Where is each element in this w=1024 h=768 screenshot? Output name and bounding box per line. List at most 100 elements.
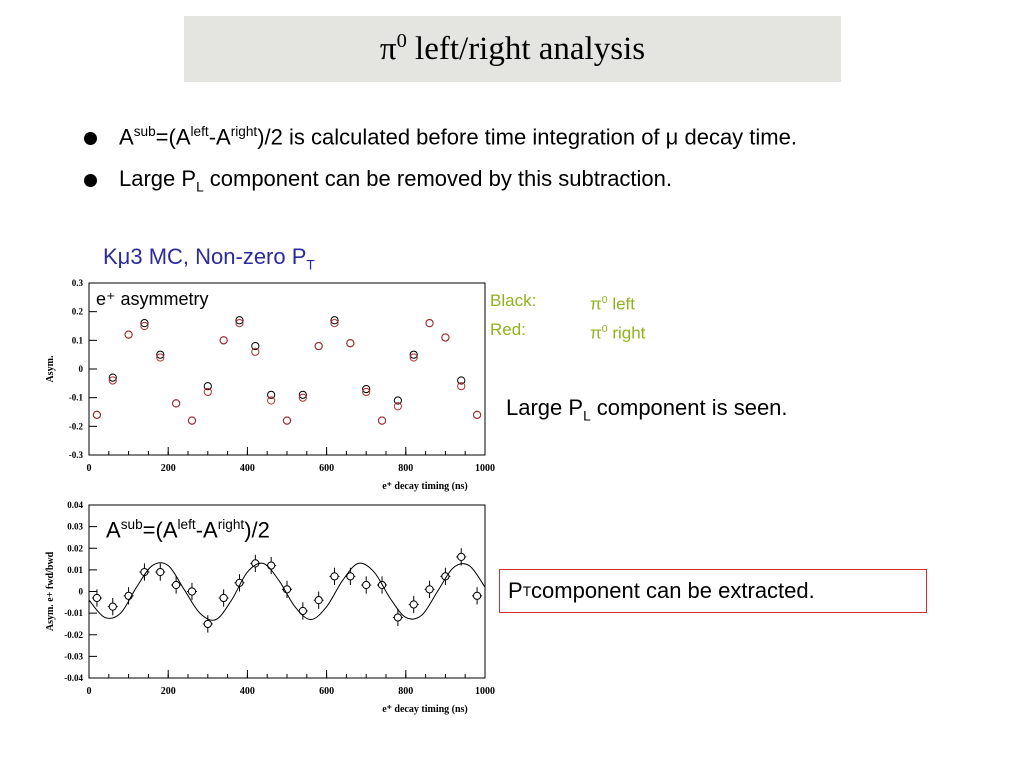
- chart1-ytick-label: -0.2: [69, 421, 84, 431]
- legend-entry-black: Black: π0 left: [490, 291, 635, 314]
- chart2-ytick-label: 0: [79, 587, 84, 597]
- chart1-point-0: [425, 319, 434, 328]
- chart1-point-1: [282, 416, 292, 425]
- chart1-point-0: [140, 319, 149, 328]
- chart1-ytick-label: -0.3: [69, 450, 84, 460]
- note-pl-seen: Large PL component is seen.: [506, 395, 788, 424]
- chart2-ylabel: Asym. e+ fwd/bwd: [45, 551, 56, 631]
- chart1-annotation: e⁺ asymmetry: [96, 289, 209, 309]
- chart1-ytick-label: 0: [79, 364, 84, 374]
- chart1-point-0: [282, 416, 292, 425]
- chart1-point-0: [330, 316, 339, 325]
- chart2-point-0: [393, 613, 402, 622]
- chart1-ytick-label: 0.2: [72, 307, 84, 317]
- chart2-point-0: [346, 572, 355, 581]
- chart2-point-0: [251, 559, 260, 568]
- chart1-point-1: [314, 341, 323, 351]
- chart1-point-0: [219, 336, 228, 345]
- chart1-point-1: [108, 376, 117, 385]
- chart2-point-0: [425, 585, 434, 594]
- chart1-point-1: [377, 416, 387, 425]
- chart1-point-1: [298, 393, 307, 402]
- chart1-point-1: [172, 399, 181, 408]
- chart1-point-1: [425, 319, 434, 328]
- chart2-point-0: [235, 578, 244, 587]
- chart1-point-0: [156, 350, 165, 359]
- chart2-point-0: [362, 580, 371, 590]
- chart1-point-1: [187, 416, 197, 425]
- bullet-item: Asub=(Aleft-Aright)/2 is calculated befo…: [84, 124, 797, 166]
- chart1-ytick-label: -0.1: [69, 393, 84, 403]
- title-banner: π0 left/right analysis: [184, 16, 841, 82]
- chart2-xlabel: e⁺ decay timing (ns): [382, 704, 468, 715]
- chart1-point-1: [203, 387, 212, 397]
- chart1-point-1: [330, 319, 339, 328]
- chart1-point-0: [235, 316, 244, 325]
- chart2-point-0: [457, 552, 466, 562]
- chart2-ytick-label: 0.04: [67, 500, 83, 510]
- chart2-xtick-label: 600: [319, 686, 334, 697]
- bullet-text: Asub=(Aleft-Aright)/2 is calculated befo…: [119, 124, 797, 150]
- legend-entry-red: Red: π0 right: [490, 319, 646, 343]
- chart2-xtick-label: 200: [161, 686, 176, 697]
- chart2-point-0: [282, 585, 292, 594]
- chart1-point-1: [92, 410, 102, 419]
- chart1-xtick-label: 800: [398, 463, 413, 474]
- chart1-xtick-label: 1000: [475, 463, 495, 474]
- chart2-annotation: Asub=(Aleft-Aright)/2: [106, 517, 270, 543]
- chart1-point-1: [124, 330, 133, 339]
- chart1-point-0: [409, 350, 418, 359]
- chart1-xtick-label: 400: [240, 463, 255, 474]
- chart1-point-0: [187, 416, 197, 425]
- chart2-point-0: [92, 593, 102, 603]
- mc-label: Kμ3 MC, Non-zero PT: [103, 244, 315, 273]
- chart2-ytick-label: 0.02: [67, 543, 83, 553]
- chart2-ytick-label: -0.02: [64, 630, 83, 640]
- chart1-point-1: [409, 353, 418, 362]
- bullet-dot-icon: [84, 174, 97, 187]
- chart1-point-0: [203, 382, 212, 391]
- chart2-ytick-label: -0.01: [64, 608, 83, 618]
- bullet-dot-icon: [84, 132, 97, 145]
- chart2-point-0: [203, 619, 212, 629]
- legend: Black: π0 left Red: π0 right: [490, 288, 645, 345]
- chart1-point-1: [156, 353, 165, 362]
- chart1-point-1: [472, 410, 482, 419]
- chart2-ytick-label: -0.03: [64, 651, 83, 661]
- chart2-point-0: [472, 591, 482, 600]
- chart1-point-1: [457, 382, 466, 391]
- chart1-xlabel: e⁺ decay timing (ns): [382, 481, 468, 492]
- chart2-xtick-label: 400: [240, 686, 255, 697]
- chart1-point-0: [377, 416, 387, 425]
- chart2-point-0: [124, 591, 133, 600]
- chart1-point-1: [393, 402, 402, 411]
- chart1-point-1: [441, 333, 450, 342]
- chart1-point-0: [92, 410, 102, 419]
- chart1-xtick-label: 600: [319, 463, 334, 474]
- chart2-xtick-label: 0: [87, 686, 92, 697]
- chart2-point-0: [314, 596, 323, 605]
- chart2-point-0: [409, 600, 418, 609]
- chart2-ytick-label: -0.04: [64, 673, 83, 683]
- chart1-point-0: [362, 384, 371, 394]
- bullet-list: Asub=(Aleft-Aright)/2 is calculated befo…: [84, 124, 797, 208]
- chart2-ytick-label: 0.01: [67, 565, 83, 575]
- chart2-xtick-label: 800: [398, 686, 413, 697]
- chart2-point-0: [187, 587, 197, 596]
- chart2-point-0: [156, 567, 165, 577]
- chart2-ytick-label: 0.03: [67, 522, 83, 532]
- bullet-item: Large PL component can be removed by thi…: [84, 166, 797, 208]
- chart1-point-0: [124, 330, 133, 339]
- chart2-xtick-label: 1000: [475, 686, 495, 697]
- chart1-point-0: [346, 339, 355, 348]
- chart1-ytick-label: 0.3: [72, 278, 84, 288]
- chart1-point-0: [393, 396, 402, 405]
- chart1-point-1: [219, 336, 228, 345]
- chart1-point-0: [472, 410, 482, 419]
- chart1-xtick-label: 0: [87, 463, 92, 474]
- chart2-point-0: [441, 572, 450, 581]
- chart2-fit-line: [88, 562, 486, 621]
- chart1-point-0: [314, 341, 323, 351]
- chart1-point-0: [251, 341, 260, 351]
